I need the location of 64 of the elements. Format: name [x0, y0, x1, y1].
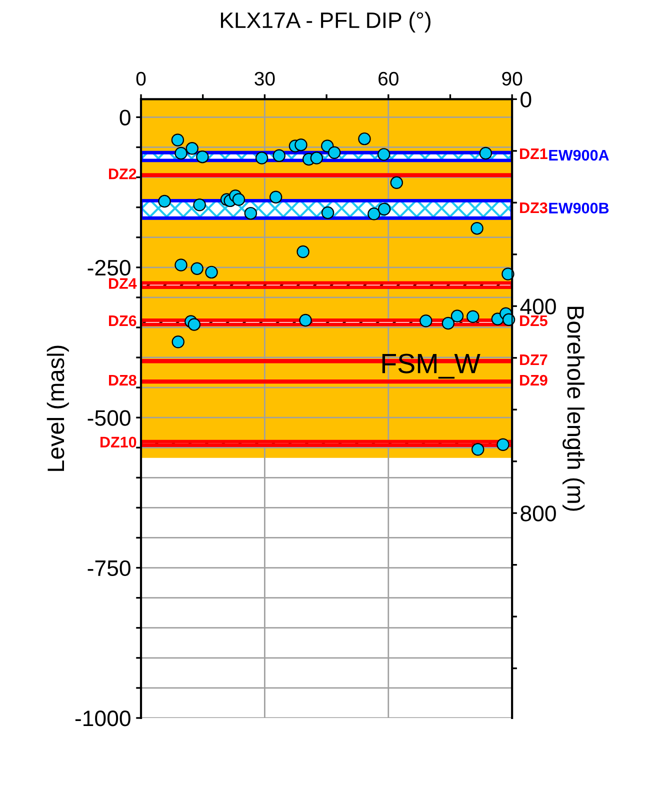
y-tick-label: 0 [120, 110, 130, 126]
band-label: EW900B [549, 202, 609, 214]
point [294, 138, 308, 152]
y-tick-label: -750 [88, 560, 130, 576]
point [269, 190, 282, 204]
point [368, 208, 380, 220]
x-tick-label: 30 [254, 72, 275, 86]
point [186, 142, 198, 155]
point [377, 148, 390, 161]
point [390, 176, 403, 190]
annotation: DZ8 [109, 374, 136, 386]
point [188, 318, 201, 331]
point [193, 198, 206, 212]
point [450, 310, 464, 322]
annotation: DZ10 [100, 436, 136, 448]
y-tick-label: -500 [88, 410, 130, 426]
annotation: DZ4 [109, 278, 137, 289]
x-tick-label: 90 [502, 72, 522, 86]
point [358, 132, 371, 146]
point [442, 316, 455, 330]
y-tick-label: -1000 [75, 710, 130, 726]
point [479, 146, 492, 160]
point [470, 222, 484, 235]
y2-tick-label: 800 [520, 506, 556, 522]
point [158, 194, 171, 208]
annotation: DZ5 [520, 315, 548, 326]
y2-tick-label: 400 [520, 298, 556, 314]
point [310, 152, 324, 164]
point [255, 152, 268, 164]
x-tick-label: 0 [136, 72, 146, 86]
point [205, 266, 218, 279]
annotation: DZ7 [520, 354, 548, 366]
point [471, 443, 484, 456]
point [171, 134, 184, 146]
annotation: DZ2 [109, 168, 136, 180]
point [328, 146, 341, 159]
y-tick-label: -250 [88, 260, 130, 276]
point [296, 245, 310, 258]
y2-tick-label: 0 [520, 92, 532, 108]
annotation: DZ1 [520, 148, 548, 159]
chart-title: KLX17A - PFL DIP (°) [220, 12, 430, 33]
point [174, 146, 188, 160]
y-axis-title: Level (masl) [46, 346, 69, 471]
point [196, 150, 209, 164]
band-label: EW900A [549, 150, 609, 161]
annotation: DZ3 [520, 202, 548, 214]
point [378, 202, 391, 216]
point [466, 310, 480, 324]
point [496, 438, 510, 451]
point [244, 206, 258, 220]
point [174, 258, 188, 272]
point [190, 262, 204, 275]
x-tick-label: 60 [378, 72, 398, 86]
annotation: DZ9 [520, 374, 548, 386]
point [272, 149, 286, 162]
point [420, 314, 432, 328]
point [232, 193, 246, 206]
point [299, 314, 312, 327]
point [502, 313, 516, 326]
y2-axis-title: Borehole length (m) [562, 306, 585, 511]
point [502, 268, 514, 280]
point [321, 206, 334, 220]
point [172, 336, 184, 348]
annotation: DZ6 [109, 315, 136, 326]
